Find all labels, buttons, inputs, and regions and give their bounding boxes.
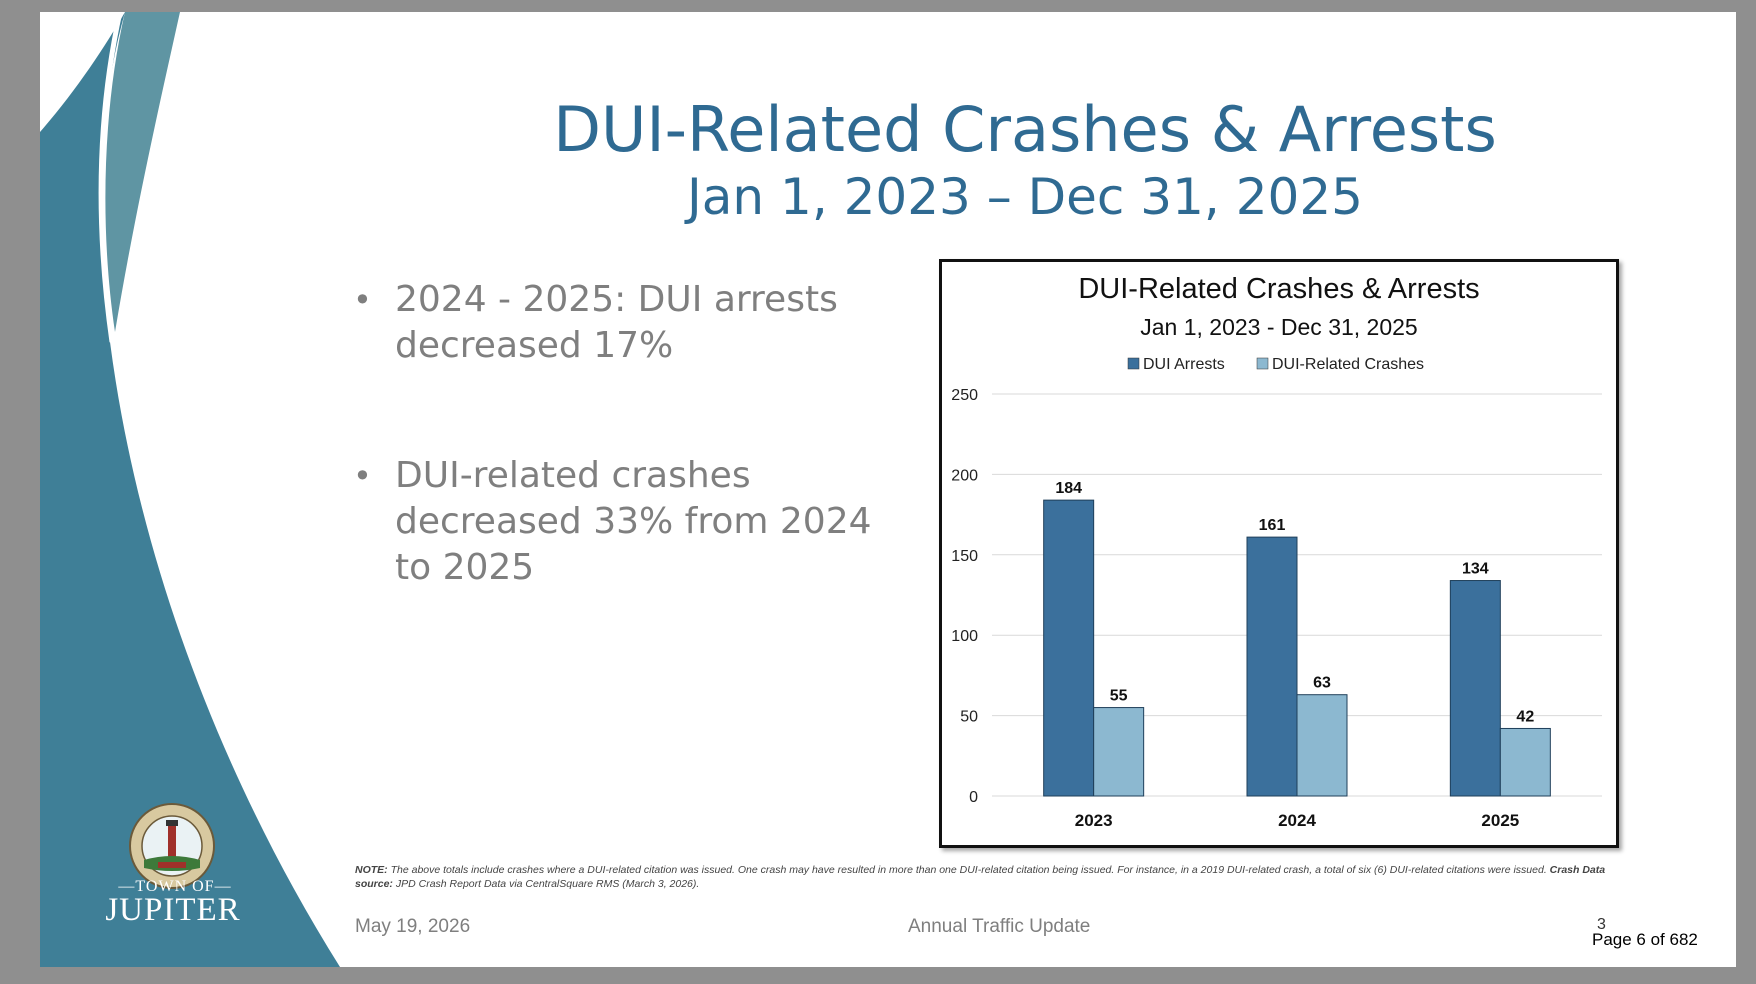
bar	[1296, 694, 1348, 797]
x-tick-label: 2025	[1481, 811, 1519, 830]
bar	[1043, 499, 1095, 797]
chart-subtitle: Jan 1, 2023 - Dec 31, 2025	[1140, 314, 1417, 340]
note-label: NOTE:	[355, 864, 388, 876]
page-indicator: Page 6 of 682	[1592, 930, 1698, 949]
y-tick-label: 50	[960, 709, 978, 726]
town-of-label: —TOWN OF—	[118, 878, 232, 895]
bar	[1499, 727, 1551, 797]
footer-date: May 19, 2026	[355, 916, 471, 937]
decorative-swoosh	[40, 12, 340, 967]
legend-label: DUI-Related Crashes	[1272, 356, 1424, 373]
legend-swatch	[1256, 357, 1269, 370]
x-tick-label: 2023	[1075, 811, 1113, 830]
note-text: The above totals include crashes where a…	[390, 864, 1547, 876]
bar	[1093, 707, 1145, 797]
legend-swatch	[1127, 357, 1140, 370]
bar-chart: DUI-Related Crashes & Arrests Jan 1, 2023…	[951, 273, 1602, 830]
slide-number: 3	[1597, 916, 1606, 933]
y-tick-label: 200	[951, 467, 978, 484]
data-label: 161	[1259, 517, 1286, 534]
bullet-item: • DUI-related crashes decreased 33% from …	[353, 455, 872, 588]
bullet-item: • 2024 - 2025: DUI arrests decreased 17%	[353, 279, 838, 366]
town-seal	[128, 802, 216, 895]
source-text: JPD Crash Report Data via CentralSquare …	[395, 878, 700, 890]
y-tick-label: 150	[951, 548, 978, 565]
town-name-logo: JUPITER	[105, 892, 241, 928]
y-tick-label: 250	[951, 387, 978, 404]
legend-label: DUI Arrests	[1143, 356, 1225, 373]
data-label: 55	[1110, 688, 1128, 705]
chart-frame: DUI-Related Crashes & Arrests Jan 1, 2023…	[939, 259, 1619, 848]
source-label: Crash Data source:	[355, 864, 1606, 890]
x-tick-label: 2024	[1278, 811, 1316, 830]
bar	[1449, 580, 1501, 797]
data-label: 184	[1055, 480, 1082, 497]
y-tick-label: 0	[969, 789, 978, 806]
bullet-icon: •	[353, 281, 372, 319]
data-label: 63	[1313, 675, 1331, 692]
data-label: 42	[1516, 708, 1534, 725]
bullet-icon: •	[353, 457, 372, 495]
data-label: 134	[1462, 561, 1489, 578]
bullet-list: • 2024 - 2025: DUI arrests decreased 17% …	[353, 277, 873, 591]
footer-title: Annual Traffic Update	[908, 916, 1091, 937]
y-tick-label: 100	[951, 628, 978, 645]
bar	[1246, 536, 1298, 797]
footnote: NOTE: The above totals include crashes w…	[355, 863, 1625, 891]
slide-title: DUI-Related Crashes & Arrests	[553, 93, 1497, 166]
chart-title: DUI-Related Crashes & Arrests	[1078, 273, 1479, 305]
slide: —TOWN OF— JUPITER DUI-Related Crashes & …	[40, 12, 1736, 967]
slide-subtitle: Jan 1, 2023 – Dec 31, 2025	[687, 168, 1363, 226]
